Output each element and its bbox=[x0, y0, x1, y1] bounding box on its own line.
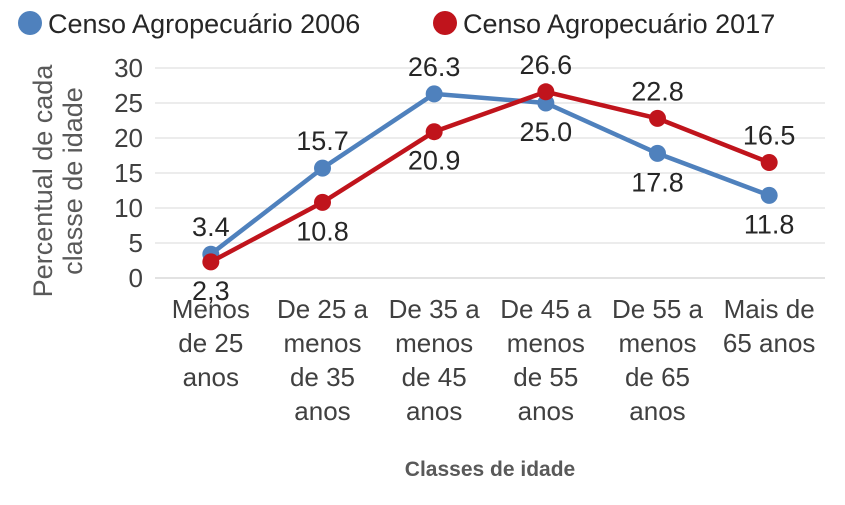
legend-label-2: Censo Agropecuário 2017 bbox=[463, 9, 775, 39]
data-label-2: 26.6 bbox=[520, 50, 573, 80]
data-point-2 bbox=[537, 83, 555, 101]
x-tick-label: De 25 a menos de 35 anos bbox=[277, 294, 369, 426]
series-layer bbox=[202, 83, 778, 271]
series-line-1 bbox=[209, 91, 770, 256]
data-point-1 bbox=[425, 85, 443, 103]
data-label-1: 15.7 bbox=[296, 126, 349, 156]
series-line-2 bbox=[209, 89, 770, 264]
data-label-1: 3.4 bbox=[192, 212, 230, 242]
x-tick-label: Mais de 65 anos bbox=[723, 294, 816, 358]
y-axis-title: Percentual de cadaclasse de idade bbox=[28, 64, 88, 298]
data-point-2 bbox=[649, 109, 666, 127]
data-labels: 3.4 15.7 26.3 25.0 17.8 11.8 2,3 10.8 20.9 26.6 22… bbox=[192, 50, 795, 306]
data-label-1: 25.0 bbox=[520, 117, 573, 147]
data-point-1 bbox=[760, 186, 778, 204]
data-label-1: 26.3 bbox=[408, 52, 461, 82]
data-point-2 bbox=[425, 123, 443, 141]
y-tick-label: 0 bbox=[129, 263, 143, 293]
y-tick-label: 15 bbox=[114, 158, 143, 188]
x-tick-label: De 35 a menos de 45 anos bbox=[389, 294, 481, 426]
y-tick-label: 25 bbox=[114, 88, 143, 118]
legend: Censo Agropecuário 2006 Censo Agropecuári… bbox=[18, 9, 775, 39]
data-label-1: 11.8 bbox=[744, 209, 795, 239]
axes: 0 5 10 15 20 25 30 Menos de 25 anos De 25 a menos de… bbox=[28, 53, 825, 481]
data-point-2 bbox=[314, 193, 331, 211]
y-tick-label: 20 bbox=[114, 123, 143, 153]
x-tick-label: De 45 a menos de 55 anos bbox=[500, 294, 592, 426]
legend-marker-2 bbox=[433, 11, 457, 35]
x-tick-label: De 55 a menos de 65 anos bbox=[612, 294, 704, 426]
data-point-1 bbox=[314, 159, 331, 177]
y-tick-label: 10 bbox=[114, 193, 143, 223]
data-point-1 bbox=[649, 144, 666, 162]
legend-marker-1 bbox=[18, 11, 42, 35]
gridlines bbox=[155, 67, 825, 279]
data-label-1: 17.8 bbox=[631, 167, 684, 197]
y-tick-label: 5 bbox=[129, 228, 143, 258]
y-tick-label: 30 bbox=[114, 53, 143, 83]
x-tick-label: Menos de 25 anos bbox=[172, 294, 250, 392]
data-label-2: 20.9 bbox=[408, 146, 461, 176]
data-label-2: 22.8 bbox=[631, 76, 684, 106]
data-label-2: 16.5 bbox=[743, 121, 796, 151]
x-axis-title: Classes de idade bbox=[405, 458, 575, 481]
data-point-2 bbox=[202, 253, 220, 271]
data-label-2: 2,3 bbox=[192, 276, 230, 306]
legend-label-1: Censo Agropecuário 2006 bbox=[48, 9, 360, 39]
data-point-2 bbox=[760, 154, 778, 171]
data-label-2: 10.8 bbox=[296, 216, 349, 246]
